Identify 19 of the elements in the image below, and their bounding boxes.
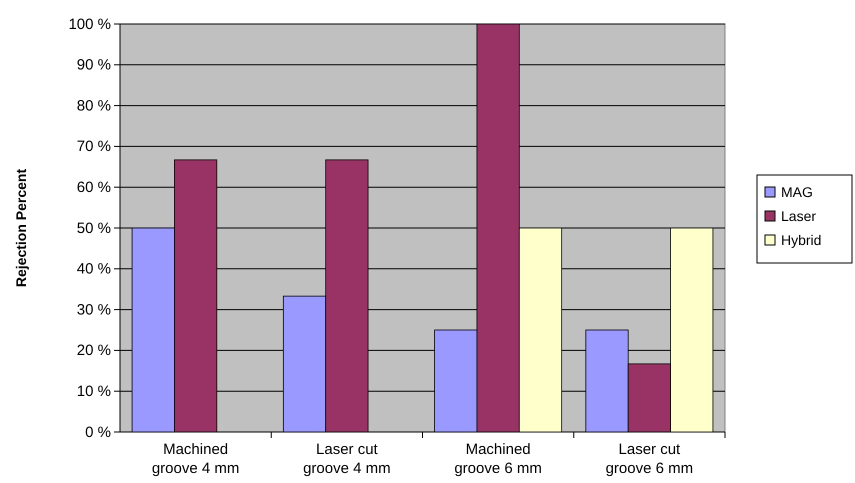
y-tick-label: 0 % [85,424,111,441]
y-tick-label: 60 % [76,179,111,196]
legend-label: MAG [781,184,813,200]
y-tick-label: 10 % [76,383,111,400]
y-tick-label: 40 % [76,260,111,278]
x-tick-label: Machined groove 4 mm [152,441,240,477]
y-tick-label: 50 % [76,220,111,237]
y-axis-title: Rejection Percent [13,168,29,288]
y-tick-label: 30 % [76,301,111,318]
x-tick-label: Laser cut groove 6 mm [606,441,694,477]
x-tick-label: Machined groove 6 mm [454,441,542,477]
y-tick-label: 80 % [76,97,111,114]
y-tick-label: 90 % [76,56,111,74]
y-tick-label: 20 % [76,342,111,360]
y-tick-label: 70 % [76,138,111,156]
x-tick-label: Laser cut groove 4 mm [303,441,391,477]
legend-label: Laser [781,208,816,224]
y-tick-label: 100 % [68,16,111,33]
legend-label: Hybrid [781,232,822,248]
